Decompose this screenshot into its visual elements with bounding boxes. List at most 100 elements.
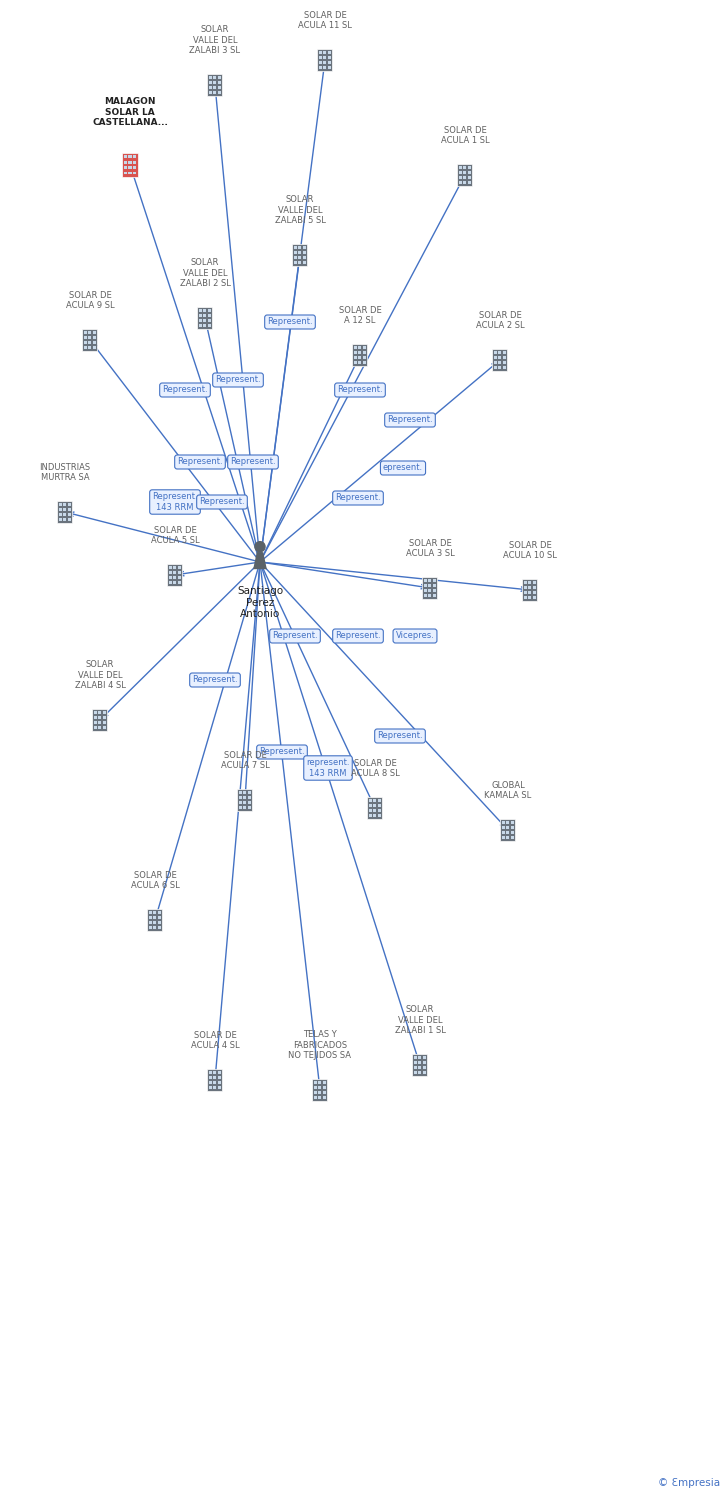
Text: SOLAR DE
ACULA 10 SL: SOLAR DE ACULA 10 SL [503,540,557,560]
FancyBboxPatch shape [199,314,202,316]
FancyBboxPatch shape [355,346,357,348]
FancyBboxPatch shape [204,314,207,316]
FancyBboxPatch shape [432,594,435,597]
Text: Represent.: Represent. [377,732,423,741]
FancyBboxPatch shape [323,66,326,69]
FancyBboxPatch shape [459,166,462,168]
FancyBboxPatch shape [133,160,136,164]
FancyBboxPatch shape [373,804,376,807]
FancyBboxPatch shape [413,1054,427,1076]
Text: INDUSTRIAS
MURTRA SA: INDUSTRIAS MURTRA SA [39,462,90,482]
FancyBboxPatch shape [494,362,497,363]
FancyBboxPatch shape [355,362,357,363]
FancyBboxPatch shape [240,790,242,794]
FancyBboxPatch shape [328,66,331,69]
Text: SOLAR DE
ACULA 1 SL: SOLAR DE ACULA 1 SL [440,126,489,146]
FancyBboxPatch shape [467,182,471,183]
FancyBboxPatch shape [378,815,381,816]
FancyBboxPatch shape [95,711,98,714]
FancyBboxPatch shape [298,251,301,254]
FancyBboxPatch shape [524,596,527,598]
FancyBboxPatch shape [507,836,510,839]
FancyBboxPatch shape [323,1090,325,1094]
FancyBboxPatch shape [89,336,92,339]
FancyBboxPatch shape [314,1090,317,1094]
Text: SOLAR DE
ACULA 3 SL: SOLAR DE ACULA 3 SL [405,538,454,558]
FancyBboxPatch shape [237,789,253,812]
FancyBboxPatch shape [210,81,213,84]
FancyBboxPatch shape [210,92,213,93]
FancyBboxPatch shape [128,171,132,174]
FancyBboxPatch shape [467,171,471,174]
FancyBboxPatch shape [204,324,207,327]
FancyBboxPatch shape [128,160,132,164]
FancyBboxPatch shape [133,154,136,158]
FancyBboxPatch shape [369,808,372,812]
Text: SOLAR DE
ACULA 2 SL: SOLAR DE ACULA 2 SL [475,310,524,330]
FancyBboxPatch shape [213,1076,216,1078]
FancyBboxPatch shape [92,346,95,348]
FancyBboxPatch shape [499,356,502,358]
FancyBboxPatch shape [128,166,132,170]
FancyBboxPatch shape [248,796,250,798]
FancyBboxPatch shape [213,76,216,78]
FancyBboxPatch shape [92,336,95,339]
FancyBboxPatch shape [197,308,213,328]
FancyBboxPatch shape [464,182,467,183]
FancyBboxPatch shape [89,340,92,344]
FancyBboxPatch shape [154,921,157,924]
FancyBboxPatch shape [493,350,507,370]
FancyBboxPatch shape [173,580,176,584]
FancyBboxPatch shape [378,800,381,801]
FancyBboxPatch shape [133,166,136,170]
FancyBboxPatch shape [170,576,173,579]
FancyBboxPatch shape [533,580,536,584]
FancyBboxPatch shape [92,340,95,344]
FancyBboxPatch shape [68,518,71,520]
FancyBboxPatch shape [149,921,152,924]
FancyBboxPatch shape [103,716,106,718]
FancyBboxPatch shape [529,580,531,584]
FancyBboxPatch shape [167,564,183,586]
Text: epresent.: epresent. [383,464,423,472]
FancyBboxPatch shape [173,576,176,579]
FancyBboxPatch shape [511,831,514,834]
FancyBboxPatch shape [294,251,297,254]
FancyBboxPatch shape [328,51,331,54]
FancyBboxPatch shape [148,909,162,932]
FancyBboxPatch shape [368,796,382,819]
FancyBboxPatch shape [204,309,207,312]
FancyBboxPatch shape [464,166,467,168]
FancyBboxPatch shape [213,92,216,93]
FancyBboxPatch shape [503,366,506,369]
FancyBboxPatch shape [419,1066,422,1068]
FancyBboxPatch shape [499,366,502,369]
FancyBboxPatch shape [414,1071,417,1074]
FancyBboxPatch shape [429,579,432,582]
FancyBboxPatch shape [213,86,216,88]
FancyBboxPatch shape [419,1071,422,1074]
FancyBboxPatch shape [218,1082,221,1083]
FancyBboxPatch shape [207,1070,223,1090]
FancyBboxPatch shape [424,590,427,591]
Text: Represent.: Represent. [335,632,381,640]
FancyBboxPatch shape [323,1082,325,1083]
FancyBboxPatch shape [170,572,173,573]
Text: SOLAR
VALLE DEL
ZALABI 1 SL: SOLAR VALLE DEL ZALABI 1 SL [395,1005,446,1035]
FancyBboxPatch shape [210,1086,213,1089]
FancyBboxPatch shape [320,56,323,58]
FancyBboxPatch shape [213,1082,216,1083]
FancyBboxPatch shape [298,246,301,249]
FancyBboxPatch shape [178,580,181,584]
FancyBboxPatch shape [207,320,210,321]
Text: Represent.: Represent. [215,375,261,384]
FancyBboxPatch shape [199,324,202,327]
FancyBboxPatch shape [59,513,63,516]
FancyBboxPatch shape [243,796,247,798]
FancyBboxPatch shape [248,801,250,804]
FancyBboxPatch shape [158,926,161,928]
FancyBboxPatch shape [248,806,250,808]
FancyBboxPatch shape [149,926,152,928]
FancyBboxPatch shape [423,1056,426,1059]
FancyBboxPatch shape [294,261,297,264]
